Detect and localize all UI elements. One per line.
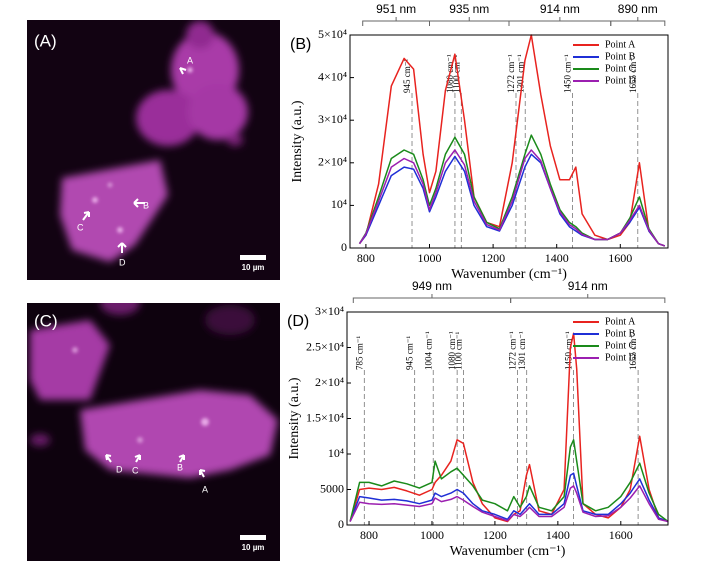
spectrum-line [349, 485, 669, 523]
scale-bar [240, 255, 266, 260]
plot-frame [349, 34, 669, 249]
bracket [610, 17, 666, 26]
arrow [199, 469, 206, 478]
y-axis-label: Intensity (a.u.) [290, 100, 305, 182]
y-tick-label: 1.5×10⁴ [306, 410, 344, 424]
y-tick-label: 3×10⁴ [318, 112, 347, 126]
panel-label: (B) [290, 36, 311, 53]
arrow [179, 67, 187, 75]
y-tick-label: 5000 [320, 481, 344, 495]
spectrum-line [358, 134, 666, 247]
y-tick-label: 0 [338, 517, 344, 531]
bracket [508, 17, 612, 26]
x-axis-label: Wavenumber (cm⁻¹) [450, 544, 566, 559]
bracket [362, 17, 430, 26]
bracket-label: 890 nm [618, 2, 658, 16]
bracket [429, 17, 510, 26]
scale-bar [240, 535, 266, 540]
legend-label: Point C [605, 63, 636, 74]
y-tick-label: 5×10⁴ [318, 27, 347, 41]
annotation-label: 1450 cm⁻¹ [564, 331, 574, 370]
annotation-label: 1100 cm⁻¹ [454, 331, 464, 370]
annotation-label: 1080 cm⁻¹ [447, 331, 457, 370]
point-label: B [143, 200, 149, 210]
spectrum-line [349, 439, 669, 523]
annotation-label: 1100 cm⁻¹ [451, 54, 461, 93]
bracket-label: 914 nm [568, 279, 608, 293]
bracket [510, 294, 666, 303]
bracket-label: 949 nm [412, 279, 452, 293]
legend-label: Point A [605, 39, 636, 50]
annotation-label: 945 cm⁻¹ [405, 336, 415, 370]
y-tick-label: 0 [341, 240, 347, 254]
point-label: A [202, 484, 208, 494]
bracket-label: 914 nm [540, 2, 580, 16]
micrograph-c: (C) D C B A 10 µm [27, 303, 280, 561]
spectrum-line [358, 149, 666, 247]
arrow [134, 454, 141, 463]
panel-label: (D) [287, 313, 309, 330]
annotation-label: 1655 cm⁻¹ [628, 54, 638, 93]
legend-label: Point B [605, 328, 636, 339]
y-tick-label: 10⁴ [331, 197, 347, 211]
point-label: C [77, 222, 84, 232]
legend-label: Point C [605, 340, 636, 351]
x-axis-label: Wavenumber (cm⁻¹) [451, 267, 567, 282]
y-tick-label: 4×10⁴ [318, 69, 347, 83]
y-tick-label: 2×10⁴ [315, 375, 344, 389]
x-tick-label: 800 [360, 528, 378, 542]
panel-label: (A) [34, 31, 57, 50]
bracket-label: 951 nm [376, 2, 416, 16]
scale-label: 10 µm [242, 543, 265, 552]
legend-label: Point D [605, 352, 636, 363]
x-tick-label: 1000 [418, 251, 442, 265]
x-tick-label: 1600 [609, 528, 633, 542]
x-tick-label: 1400 [546, 528, 570, 542]
arrow [133, 198, 145, 208]
arrow [82, 211, 90, 221]
point-label: D [116, 464, 123, 474]
annotation-label: 1004 cm⁻¹ [423, 331, 433, 370]
scale-label: 10 µm [242, 263, 265, 272]
annotation-label: 785 cm⁻¹ [354, 336, 364, 370]
point-label: A [187, 55, 193, 65]
legend-label: Point B [605, 51, 636, 62]
y-tick-label: 3×10⁴ [315, 304, 344, 318]
annotation-label: 945 cm⁻¹ [402, 59, 412, 93]
annotation-label: 1655 cm⁻¹ [628, 331, 638, 370]
annotation-label: 1450 cm⁻¹ [563, 54, 573, 93]
plot-frame [346, 311, 669, 526]
y-tick-label: 2×10⁴ [318, 155, 347, 169]
x-tick-label: 1200 [481, 251, 505, 265]
point-label: D [119, 257, 126, 267]
spectrum-line [358, 34, 666, 247]
micrograph-a: (A) A B C D 10 µm [27, 20, 280, 280]
bracket [352, 294, 512, 303]
point-label: B [177, 462, 183, 472]
y-axis-label: Intensity (a.u.) [287, 377, 302, 459]
arrow [117, 242, 127, 253]
panel-label: (C) [34, 311, 58, 330]
annotation-label: 1301 cm⁻¹ [515, 54, 525, 93]
annotation-label: 1272 cm⁻¹ [508, 331, 518, 370]
arrow [178, 454, 185, 463]
annotation-label: 1272 cm⁻¹ [506, 54, 516, 93]
x-tick-label: 1400 [545, 251, 569, 265]
x-tick-label: 1000 [420, 528, 444, 542]
x-tick-label: 800 [357, 251, 375, 265]
x-tick-label: 1600 [608, 251, 632, 265]
legend-label: Point D [605, 75, 636, 86]
x-tick-label: 1200 [483, 528, 507, 542]
bracket-label: 935 nm [449, 2, 489, 16]
spectrum-line [349, 472, 669, 523]
legend-label: Point A [605, 316, 636, 327]
annotation-label: 1301 cm⁻¹ [517, 331, 527, 370]
point-label: C [132, 465, 139, 475]
arrow [105, 454, 112, 463]
y-tick-label: 2.5×10⁴ [306, 339, 344, 353]
y-tick-label: 10⁴ [328, 446, 344, 460]
